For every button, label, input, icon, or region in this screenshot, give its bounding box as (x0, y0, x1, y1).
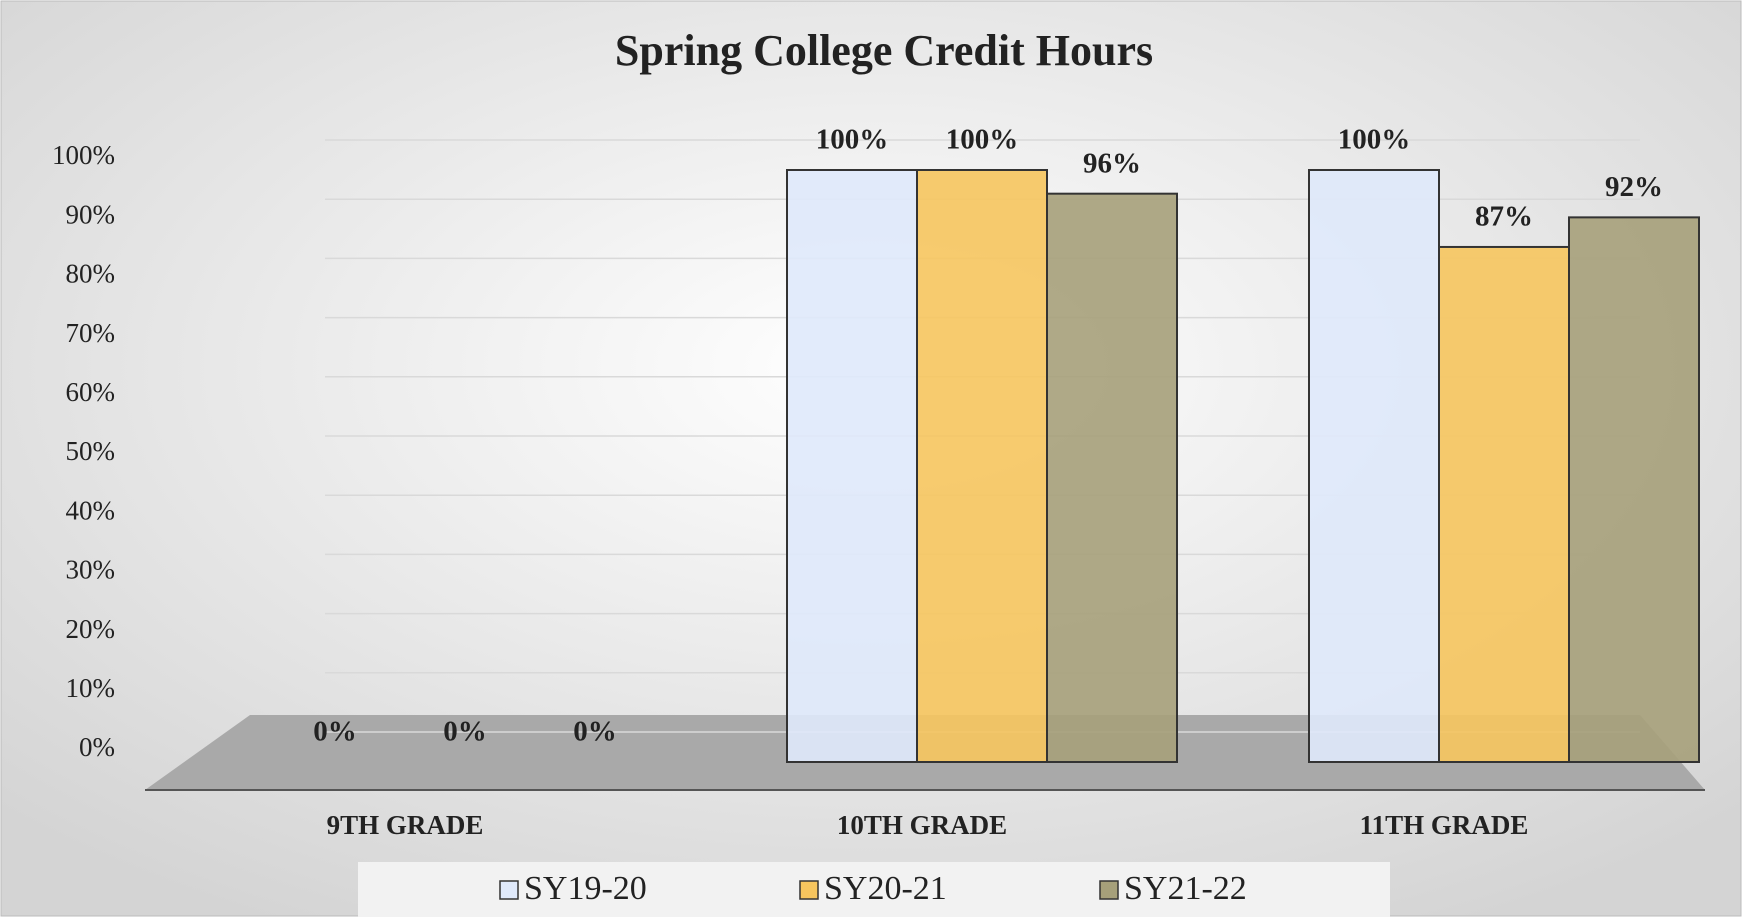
bar (916, 169, 1048, 763)
y-tick-label: 10% (66, 673, 116, 703)
y-tick-label: 70% (66, 318, 116, 348)
legend-swatch (499, 880, 519, 900)
value-label: 0% (313, 716, 357, 748)
y-tick-label: 50% (66, 436, 116, 466)
bar (786, 169, 918, 763)
y-tick-label: 90% (66, 199, 116, 229)
value-label: 0% (573, 716, 617, 748)
legend-label: SY20-21 (824, 870, 947, 907)
bar (1438, 245, 1570, 763)
chart-title: Spring College Credit Hours (615, 26, 1153, 75)
value-label: 100% (1338, 124, 1411, 156)
legend-label: SY19-20 (524, 870, 647, 907)
x-tick-label: 11TH GRADE (1360, 810, 1529, 840)
legend-swatch (1099, 880, 1119, 900)
value-label: 87% (1475, 201, 1533, 233)
value-label: 96% (1083, 147, 1141, 179)
y-tick-label: 40% (66, 495, 116, 525)
y-tick-label: 0% (79, 732, 115, 762)
value-label: 0% (443, 716, 487, 748)
value-label: 100% (816, 124, 889, 156)
bar (1046, 192, 1178, 763)
legend-label: SY21-22 (1124, 870, 1247, 907)
value-label: 100% (946, 124, 1019, 156)
bar (1308, 169, 1440, 763)
y-tick-label: 60% (66, 377, 116, 407)
y-tick-label: 30% (66, 555, 116, 585)
bar (1568, 216, 1700, 764)
y-tick-label: 100% (52, 140, 115, 170)
legend-swatch (799, 880, 819, 900)
legend-box (358, 862, 1390, 917)
y-tick-label: 80% (66, 259, 116, 289)
x-tick-label: 10TH GRADE (837, 810, 1007, 840)
x-tick-label: 9TH GRADE (327, 810, 484, 840)
value-label: 92% (1605, 171, 1663, 203)
y-tick-label: 20% (66, 614, 116, 644)
